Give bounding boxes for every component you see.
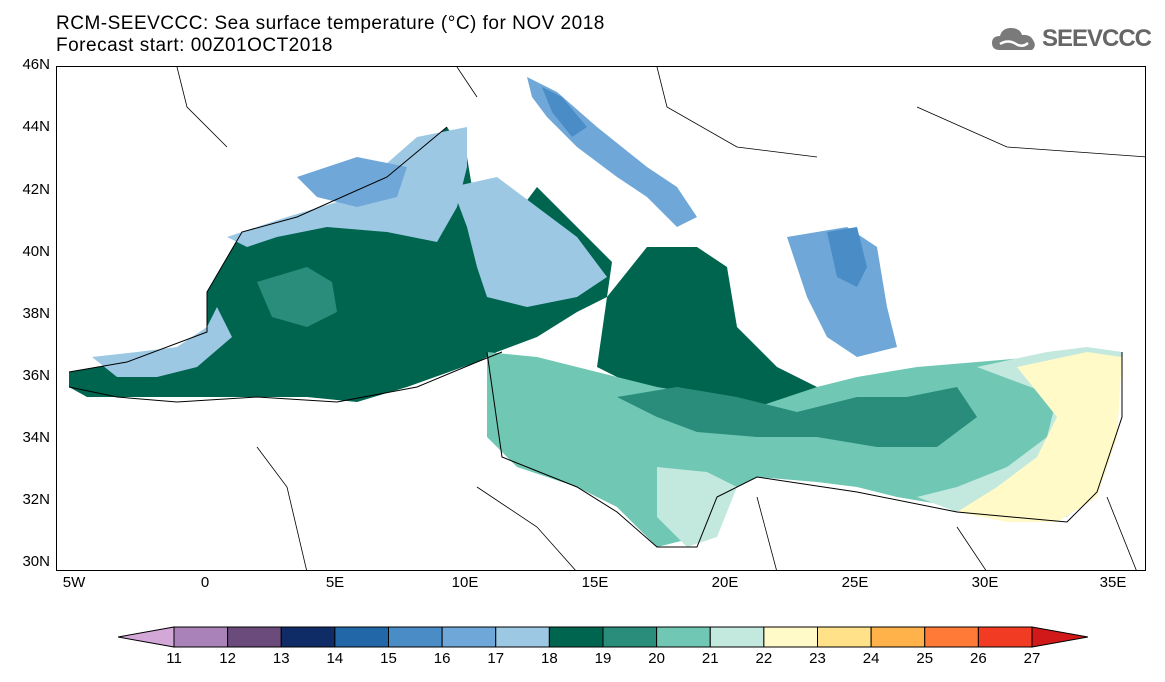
lon-label: 35E [1099, 574, 1127, 591]
colorbar-label: 21 [701, 650, 719, 667]
colorbar-label: 23 [809, 650, 826, 667]
colorbar-cell [548, 626, 604, 648]
colorbar-label: 27 [1023, 650, 1041, 667]
sst-region-ligurian-17-18 [227, 127, 467, 247]
sst-region-balearic-19-20 [257, 267, 337, 327]
colorbar-label: 20 [648, 650, 665, 667]
coastline [68, 126, 1123, 548]
colorbar-cell [763, 626, 818, 648]
lat-label: 38N [22, 305, 50, 322]
title-line-2: Forecast start: 00Z01OCT2018 [56, 35, 333, 56]
sst-region-tyrrhenian-17-18 [452, 177, 607, 307]
colorbar-cell [495, 626, 550, 648]
colorbar-label: 13 [272, 650, 290, 667]
colorbar-cell [334, 626, 389, 648]
colorbar-cell [388, 626, 443, 648]
sst-region-central-20 [617, 387, 977, 447]
country-borders [176, 67, 1145, 570]
colorbar [118, 626, 1088, 648]
lat-label: 44N [22, 118, 50, 135]
colorbar-label: 14 [326, 650, 344, 667]
colorbar-cell [656, 626, 711, 648]
logo-text: SEEVCCC [1041, 25, 1152, 52]
lon-label: 20E [711, 574, 739, 591]
colorbar-cell [817, 626, 872, 648]
colorbar-cell [602, 626, 658, 648]
lat-label: 40N [22, 243, 50, 260]
sst-region-ionian-18-19 [597, 247, 837, 417]
sst-region-aegean-16-17 [787, 227, 897, 357]
lat-label: 36N [22, 367, 50, 384]
lon-label: 0 [200, 574, 210, 591]
lat-label: 42N [22, 181, 50, 198]
sst-region-levant-23 [957, 352, 1122, 522]
colorbar-cell [227, 626, 282, 648]
colorbar-cell [280, 626, 336, 648]
colorbar-label: 25 [916, 650, 934, 667]
colorbar-label: 24 [862, 650, 880, 667]
colorbar-cell [924, 626, 979, 648]
logo: SEEVCCC [990, 24, 1152, 54]
lat-label: 32N [22, 491, 50, 508]
colorbar-max-arrow [1031, 626, 1088, 648]
lon-label: 15E [581, 574, 609, 591]
sst-map [57, 67, 1145, 570]
lat-label: 46N [22, 56, 50, 73]
sst-region-adriatic-15 [542, 87, 587, 137]
lat-label: 34N [22, 429, 50, 446]
colorbar-label: 26 [970, 650, 987, 667]
colorbar-cell [441, 626, 497, 648]
cloud-icon [991, 28, 1035, 50]
sst-region-west-18-19 [69, 127, 612, 402]
sst-region-gulf-sirte-21-22 [657, 467, 737, 547]
colorbar-cell [870, 626, 926, 648]
colorbar-label: 22 [755, 650, 773, 667]
sst-region-ligurian-16 [297, 157, 407, 207]
title-line-1: RCM-SEEVCCC: Sea surface temperature (°C… [56, 13, 605, 34]
sst-region-alboran-17-18 [92, 307, 232, 377]
sst-region-aegean-15 [827, 227, 867, 287]
lon-label: 25E [841, 574, 869, 591]
colorbar-label: 15 [380, 650, 397, 667]
colorbar-label: 11 [166, 650, 182, 667]
colorbar-label: 16 [433, 650, 451, 667]
colorbar-cell [709, 626, 765, 648]
lon-label: 5W [62, 574, 86, 591]
colorbar-min-arrow [118, 626, 175, 648]
colorbar-label: 17 [487, 650, 505, 667]
lon-label: 10E [451, 574, 479, 591]
colorbar-label: 18 [541, 650, 558, 667]
colorbar-cell [173, 626, 229, 648]
colorbar-label: 19 [594, 650, 612, 667]
lon-label: 30E [971, 574, 999, 591]
colorbar-label: 12 [219, 650, 236, 667]
lat-label: 30N [22, 553, 50, 570]
colorbar-cell [977, 626, 1033, 648]
lon-label: 5E [325, 574, 345, 591]
map-panel [56, 66, 1146, 571]
